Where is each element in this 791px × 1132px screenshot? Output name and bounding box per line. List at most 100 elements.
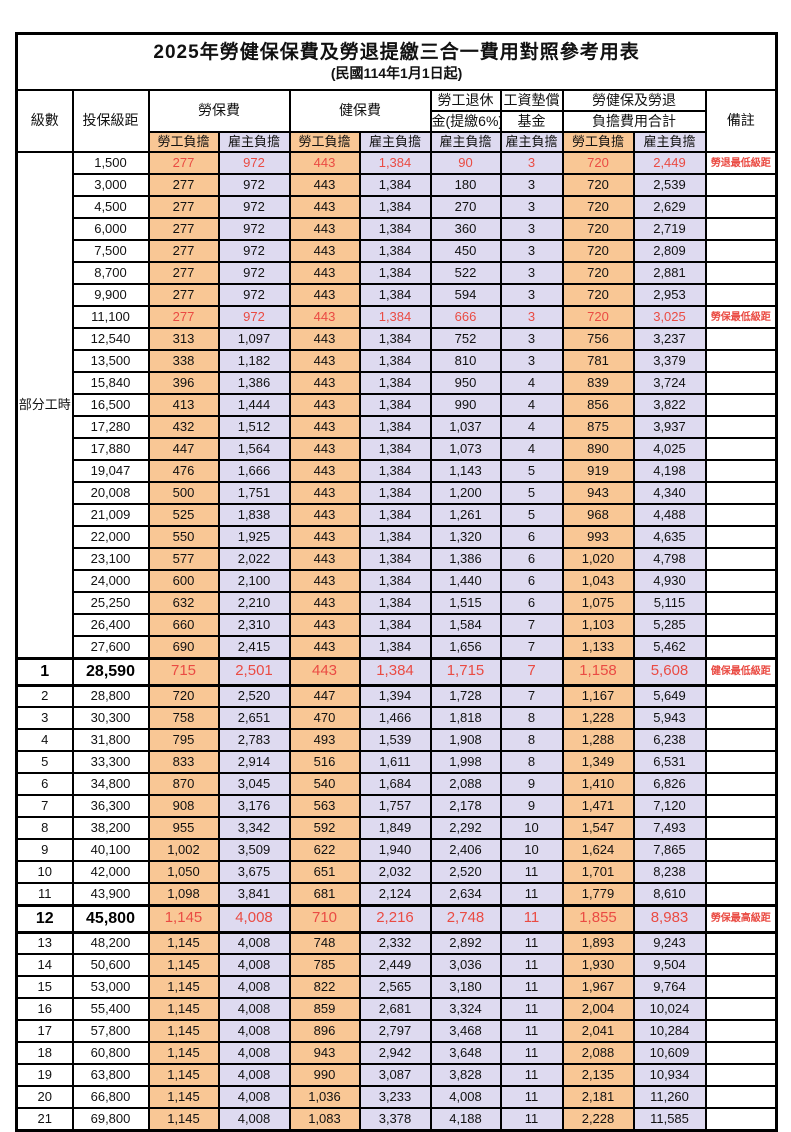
cell-level: 11	[15, 882, 74, 906]
cell-salary-bracket: 30,300	[71, 706, 150, 730]
table-row: 19,047 476 1,666 443 1,384 1,143 5 919 4,198	[17, 459, 778, 483]
cell-level: 10	[15, 860, 74, 884]
cell-labor-employer: 1,666	[217, 459, 291, 483]
cell-pension-employer: 4,008	[429, 1085, 502, 1109]
cell-health-employer: 1,384	[358, 217, 432, 241]
cell-health-employer: 1,384	[358, 327, 432, 351]
cell-total-employee: 1,410	[561, 772, 635, 796]
cell-health-employer: 1,384	[358, 371, 432, 395]
cell-remark	[704, 1019, 778, 1043]
cell-total-employee: 720	[561, 217, 635, 241]
cell-total-employer: 10,284	[632, 1019, 707, 1043]
cell-level: 8	[15, 816, 74, 840]
cell-total-employer: 5,608	[632, 656, 707, 687]
cell-pension-employer: 752	[429, 327, 502, 351]
cell-total-employer: 3,025	[632, 305, 707, 329]
cell-labor-employer: 972	[217, 217, 291, 241]
cell-health-employee: 1,083	[288, 1107, 361, 1131]
cell-level: 20	[15, 1085, 74, 1109]
cell-labor-employer: 4,008	[217, 1107, 291, 1131]
cell-health-employer: 1,384	[358, 151, 432, 175]
cell-total-employer: 2,629	[632, 195, 707, 219]
cell-wage-fund-employer: 3	[499, 239, 564, 263]
title-cell: 2025年勞健保保費及勞退提繳三合一費用對照參考用表 (民國114年1月1日起)	[15, 32, 778, 91]
page-title: 2025年勞健保保費及勞退提繳三合一費用對照參考用表	[153, 41, 640, 63]
cell-health-employee: 896	[288, 1019, 361, 1043]
cell-pension-employer: 990	[429, 393, 502, 417]
cell-total-employer: 4,198	[632, 459, 707, 483]
subheader-wage-fund-employer: 雇主負擔	[499, 131, 564, 153]
cell-wage-fund-employer: 8	[499, 706, 564, 730]
cell-labor-employer: 1,182	[217, 349, 291, 373]
subheader-health-employee: 勞工負擔	[288, 131, 361, 153]
cell-labor-employee: 1,145	[147, 903, 220, 934]
cell-salary-bracket: 63,800	[71, 1063, 150, 1087]
cell-salary-bracket: 22,000	[71, 525, 150, 549]
cell-total-employee: 2,135	[561, 1063, 635, 1087]
cell-health-employee: 681	[288, 882, 361, 906]
cell-salary-bracket: 28,590	[71, 656, 150, 687]
cell-total-employer: 6,826	[632, 772, 707, 796]
cell-remark	[704, 1041, 778, 1065]
cell-labor-employer: 1,925	[217, 525, 291, 549]
header-level: 級數	[15, 89, 74, 153]
cell-wage-fund-employer: 11	[499, 1063, 564, 1087]
cell-pension-employer: 3,468	[429, 1019, 502, 1043]
cell-labor-employer: 1,564	[217, 437, 291, 461]
cell-total-employer: 5,462	[632, 635, 707, 659]
cell-remark	[704, 772, 778, 796]
cell-total-employee: 1,779	[561, 882, 635, 906]
cell-salary-bracket: 3,000	[71, 173, 150, 197]
table-row: 15,840 396 1,386 443 1,384 950 4 839 3,724	[17, 371, 778, 395]
table-row: 11 43,900 1,098 3,841 681 2,124 2,634 11 1,779 8,…	[15, 882, 778, 906]
cell-health-employee: 1,036	[288, 1085, 361, 1109]
cell-health-employer: 2,216	[358, 903, 432, 934]
cell-remark	[704, 591, 778, 615]
cell-health-employer: 1,384	[358, 305, 432, 329]
cell-labor-employee: 1,145	[147, 1107, 220, 1131]
table-row: 21,009 525 1,838 443 1,384 1,261 5 968 4,488	[17, 503, 778, 527]
cell-total-employee: 1,701	[561, 860, 635, 884]
cell-health-employee: 443	[288, 283, 361, 307]
header-pension-line2: 金(提繳6%)	[429, 110, 502, 133]
cell-remark	[704, 706, 778, 730]
cell-remark	[704, 684, 778, 708]
subheader-health-employer: 雇主負擔	[358, 131, 432, 153]
cell-labor-employer: 972	[217, 261, 291, 285]
cell-total-employer: 2,953	[632, 283, 707, 307]
cell-level: 12	[15, 903, 74, 934]
cell-labor-employer: 2,783	[217, 728, 291, 752]
cell-labor-employer: 1,751	[217, 481, 291, 505]
cell-salary-bracket: 17,280	[71, 415, 150, 439]
cell-wage-fund-employer: 7	[499, 684, 564, 708]
cell-remark	[704, 349, 778, 373]
cell-labor-employee: 908	[147, 794, 220, 818]
cell-level: 14	[15, 953, 74, 977]
cell-labor-employee: 277	[147, 261, 220, 285]
cell-health-employee: 540	[288, 772, 361, 796]
cell-labor-employee: 1,145	[147, 997, 220, 1021]
cell-total-employee: 720	[561, 151, 635, 175]
cell-total-employer: 5,943	[632, 706, 707, 730]
cell-remark	[704, 728, 778, 752]
cell-salary-bracket: 45,800	[71, 903, 150, 934]
cell-health-employer: 2,797	[358, 1019, 432, 1043]
cell-labor-employer: 972	[217, 283, 291, 307]
cell-wage-fund-employer: 11	[499, 1041, 564, 1065]
cell-total-employee: 919	[561, 459, 635, 483]
cell-remark	[704, 481, 778, 505]
cell-total-employer: 3,237	[632, 327, 707, 351]
cell-total-employee: 720	[561, 261, 635, 285]
part-time-label-cell: 部分工時	[15, 151, 74, 659]
cell-health-employer: 2,032	[358, 860, 432, 884]
cell-remark	[704, 860, 778, 884]
cell-labor-employee: 758	[147, 706, 220, 730]
cell-salary-bracket: 17,880	[71, 437, 150, 461]
cell-labor-employer: 3,342	[217, 816, 291, 840]
cell-total-employee: 839	[561, 371, 635, 395]
cell-remark	[704, 261, 778, 285]
cell-remark: 健保最低級距	[704, 656, 778, 687]
cell-health-employee: 943	[288, 1041, 361, 1065]
cell-labor-employee: 277	[147, 305, 220, 329]
header-wage-fund-line2: 基金	[499, 110, 564, 133]
